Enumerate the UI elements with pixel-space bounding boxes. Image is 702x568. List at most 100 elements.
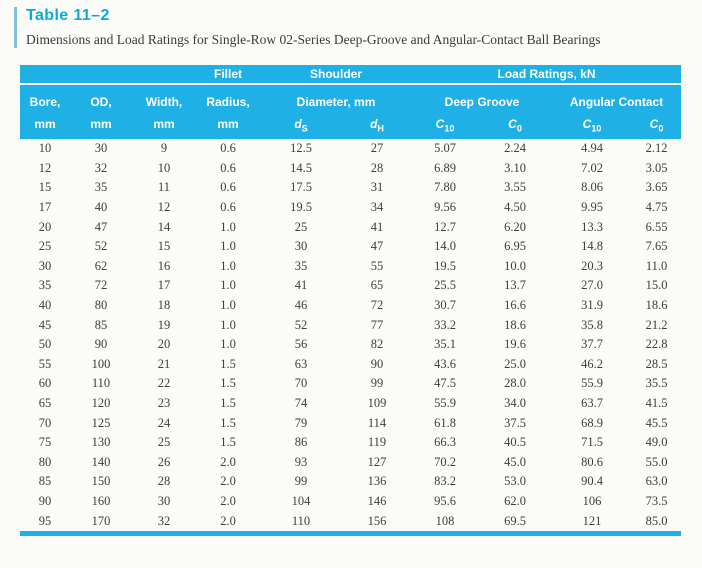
- cell: 10.0: [504, 258, 526, 273]
- cell: 11: [157, 180, 171, 195]
- cell: 1.5: [220, 396, 236, 411]
- cell: 25: [157, 435, 171, 450]
- cell: 3.55: [504, 180, 526, 195]
- cell: 4.94: [581, 141, 603, 156]
- cell: 2.0: [220, 493, 236, 508]
- cell: 0.6: [220, 141, 236, 156]
- cell: 37.7: [581, 337, 603, 352]
- cell: 27: [370, 141, 384, 156]
- table-row: 85 150 28 2.0 99 136 83.2 53.0 90.4 63.0: [20, 472, 681, 492]
- cell: 55.0: [645, 454, 668, 469]
- table-row: 35 72 17 1.0 41 65 25.5 13.7 27.0 15.0: [20, 276, 681, 296]
- cell: 55: [370, 258, 384, 273]
- cell: 160: [91, 493, 111, 508]
- cell: 5.07: [434, 141, 456, 156]
- cell: 6.95: [504, 239, 526, 254]
- cell: 53.0: [504, 474, 526, 489]
- cell: 17: [38, 200, 52, 215]
- cell: 1.5: [220, 415, 236, 430]
- table-row: 95 170 32 2.0 110 156 108 69.5 121 85.0: [20, 511, 681, 533]
- table-row: 10 30 9 0.6 12.5 27 5.07 2.24 4.94 2.12: [20, 139, 681, 159]
- cell: 1.5: [220, 435, 236, 450]
- cell: 65: [38, 396, 52, 411]
- symbol-sub: 10: [444, 122, 455, 133]
- cell: 6.89: [434, 160, 456, 175]
- header-unit-mm: mm: [196, 111, 260, 139]
- cell: 46.2: [581, 356, 603, 371]
- cell: 120: [91, 396, 111, 411]
- cell: 22: [157, 376, 171, 391]
- cell: 56: [294, 337, 308, 352]
- cell: 1.0: [220, 239, 236, 254]
- cell: 41.5: [645, 396, 668, 411]
- table-row: 45 85 19 1.0 52 77 33.2 18.6 35.8 21.2: [20, 315, 681, 335]
- header-symbol-dh: dH: [342, 111, 413, 139]
- cell: 4.75: [645, 200, 668, 215]
- header-bore: Bore,: [20, 84, 70, 111]
- symbol-base: d: [294, 116, 302, 131]
- cell: 1.0: [220, 337, 236, 352]
- cell: 47.5: [434, 376, 456, 391]
- cell: 26: [157, 454, 171, 469]
- table-row: 15 35 11 0.6 17.5 31 7.80 3.55 8.06 3.65: [20, 178, 681, 198]
- cell: 45.5: [645, 415, 668, 430]
- cell: 19.5: [434, 258, 456, 273]
- cell: 85: [38, 474, 52, 489]
- cell: 61.8: [434, 415, 456, 430]
- cell: 85.0: [645, 513, 668, 528]
- cell: 74: [294, 396, 308, 411]
- table-row: 30 62 16 1.0 35 55 19.5 10.0 20.3 11.0: [20, 257, 681, 277]
- cell: 80: [94, 298, 108, 313]
- cell: 86: [294, 435, 308, 450]
- header-symbol-c10-angular: C10: [552, 111, 633, 139]
- cell: 140: [91, 454, 111, 469]
- cell: 104: [291, 493, 311, 508]
- cell: 95.6: [434, 493, 456, 508]
- cell: 30: [94, 141, 108, 156]
- cell: 35.8: [581, 317, 603, 332]
- cell: 13.3: [581, 219, 603, 234]
- cell: 70.2: [434, 454, 456, 469]
- cell: 25.5: [434, 278, 456, 293]
- symbol-sub: 0: [658, 122, 664, 133]
- cell: 35.5: [645, 376, 668, 391]
- table-title: Table 11–2: [26, 7, 110, 24]
- cell: 70: [38, 415, 52, 430]
- cell: 69.5: [504, 513, 526, 528]
- cell: 93: [294, 454, 308, 469]
- cell: 28: [157, 474, 171, 489]
- cell: 60: [38, 376, 52, 391]
- cell: 23: [157, 396, 171, 411]
- cell: 10: [38, 141, 52, 156]
- cell: 99: [294, 474, 308, 489]
- cell: 2.24: [504, 141, 526, 156]
- header-symbol-c0-angular: C0: [632, 111, 682, 139]
- cell: 90.4: [581, 474, 603, 489]
- cell: 125: [91, 415, 111, 430]
- table-row: 25 52 15 1.0 30 47 14.0 6.95 14.8 7.65: [20, 237, 681, 257]
- cell: 90: [370, 356, 384, 371]
- table-row: 50 90 20 1.0 56 82 35.1 19.6 37.7 22.8: [20, 335, 681, 355]
- cell: 12: [157, 200, 171, 215]
- cell: 80.6: [581, 454, 603, 469]
- cell: 19: [157, 317, 171, 332]
- cell: 0.6: [220, 200, 236, 215]
- header-fillet: Fillet: [196, 65, 260, 85]
- cell: 30.7: [434, 298, 456, 313]
- table-row: 65 120 23 1.5 74 109 55.9 34.0 63.7 41.5: [20, 394, 681, 414]
- cell: 52: [294, 317, 308, 332]
- cell: 130: [91, 435, 111, 450]
- header-deep-groove: Deep Groove: [412, 84, 553, 111]
- cell: 6.55: [645, 219, 668, 234]
- header-symbol-c10-deep: C10: [412, 111, 479, 139]
- cell: 127: [367, 454, 387, 469]
- cell: 30: [157, 493, 171, 508]
- cell: 95: [38, 513, 52, 528]
- cell: 156: [367, 513, 387, 528]
- cell: 3.65: [645, 180, 668, 195]
- cell: 21.2: [645, 317, 668, 332]
- cell: 19.5: [290, 200, 312, 215]
- cell: 15: [38, 180, 52, 195]
- cell: 72: [94, 278, 108, 293]
- symbol-base: C: [649, 116, 659, 131]
